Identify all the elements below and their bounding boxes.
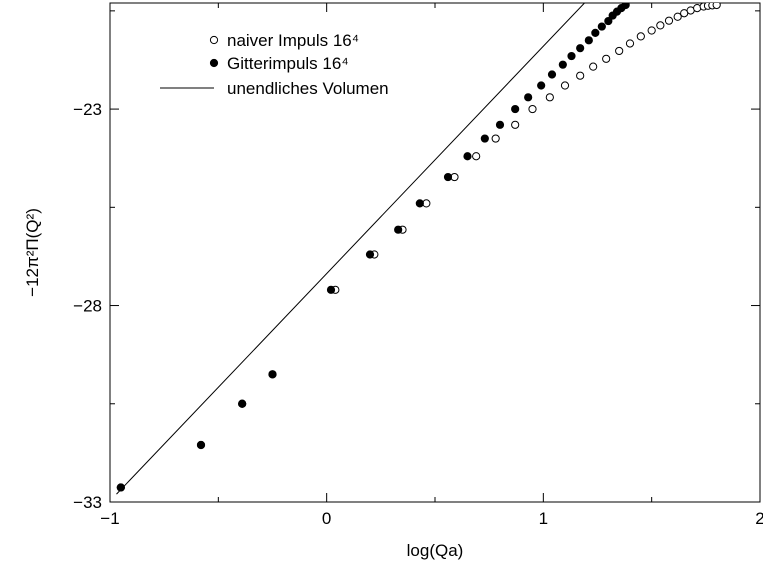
point-gitterimpuls <box>567 51 576 61</box>
point-naiver-impuls <box>602 54 611 63</box>
point-naiver-impuls <box>673 12 682 21</box>
x-tick-label: 2 <box>755 509 763 528</box>
axis-ticks <box>109 3 761 503</box>
tick-labels: −1 0 1 2 −33 −28 −23 <box>73 100 763 528</box>
legend: naiver Impuls 16⁴ Gitterimpuls 16⁴ unend… <box>160 31 389 98</box>
point-naiver-impuls <box>576 71 585 80</box>
point-gitterimpuls <box>480 134 489 143</box>
point-naiver-impuls <box>528 104 537 114</box>
point-naiver-impuls <box>589 62 598 71</box>
point-naiver-impuls <box>560 81 570 90</box>
point-gitterimpuls <box>621 3 630 10</box>
x-tick-label: −1 <box>100 509 119 528</box>
legend-label-gitterimpuls: Gitterimpuls 16⁴ <box>227 54 349 73</box>
point-gitterimpuls <box>443 172 453 182</box>
series-line-unendliches-volumen <box>116 3 585 495</box>
plot-area <box>116 3 721 495</box>
point-gitterimpuls <box>591 28 600 37</box>
point-gitterimpuls <box>116 483 125 492</box>
x-axis-label: log(Qa) <box>407 541 464 560</box>
plot-frame <box>109 2 761 503</box>
point-gitterimpuls <box>268 370 277 379</box>
point-naiver-impuls <box>472 152 481 161</box>
point-gitterimpuls <box>547 70 557 79</box>
point-gitterimpuls <box>524 93 533 102</box>
y-tick-label: −33 <box>73 493 102 512</box>
point-naiver-impuls <box>664 16 674 25</box>
point-gitterimpuls <box>365 250 375 259</box>
x-tick-label: 1 <box>539 509 548 528</box>
point-gitterimpuls <box>537 81 546 90</box>
point-naiver-impuls <box>656 21 665 30</box>
point-gitterimpuls <box>238 399 247 408</box>
point-gitterimpuls <box>463 152 472 161</box>
y-axis-label: −12π²Π(Q²) <box>23 208 42 297</box>
point-naiver-impuls <box>491 134 500 143</box>
legend-label-naiver-impuls: naiver Impuls 16⁴ <box>227 31 359 50</box>
point-naiver-impuls <box>712 3 721 10</box>
point-naiver-impuls <box>511 120 520 129</box>
legend-marker-naiver-impuls <box>209 35 219 45</box>
point-gitterimpuls <box>597 22 606 31</box>
point-gitterimpuls <box>415 199 424 208</box>
point-naiver-impuls <box>647 26 656 35</box>
point-gitterimpuls <box>326 285 336 294</box>
point-naiver-impuls <box>545 93 554 102</box>
point-naiver-impuls <box>615 46 624 56</box>
point-gitterimpuls <box>604 16 613 26</box>
point-gitterimpuls <box>576 44 585 53</box>
legend-label-unendliches-volumen: unendliches Volumen <box>227 79 389 98</box>
point-gitterimpuls <box>196 440 206 450</box>
point-gitterimpuls <box>394 225 403 234</box>
legend-marker-gitterimpuls <box>209 58 219 68</box>
x-tick-label: 0 <box>322 509 331 528</box>
point-gitterimpuls <box>495 120 505 129</box>
point-gitterimpuls <box>511 104 520 114</box>
point-naiver-impuls <box>636 32 645 41</box>
point-naiver-impuls <box>625 39 635 48</box>
y-tick-label: −28 <box>73 297 102 316</box>
y-tick-label: −23 <box>73 100 102 119</box>
point-gitterimpuls <box>584 36 593 45</box>
point-gitterimpuls <box>558 60 567 69</box>
